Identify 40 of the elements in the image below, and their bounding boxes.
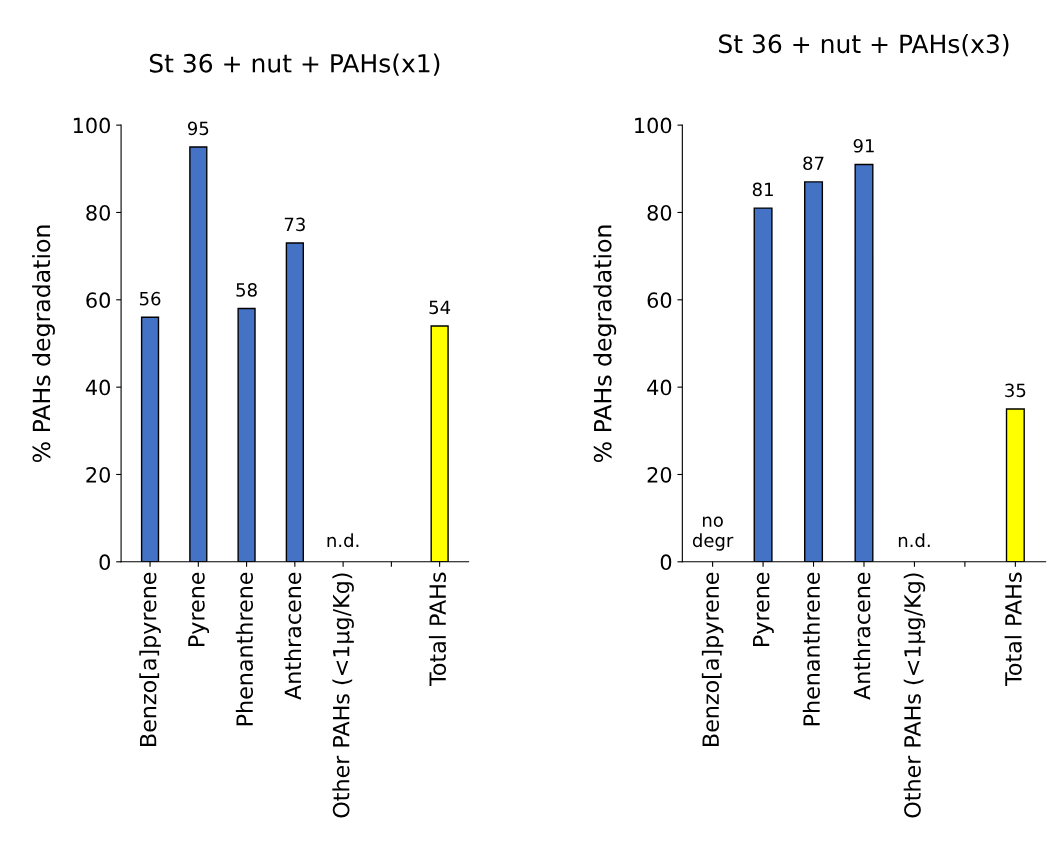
- x-tick-label: Anthracene: [853, 572, 871, 700]
- y-tick-label: 0: [99, 554, 110, 571]
- y-axis-title: % PAHs degradation: [32, 225, 55, 463]
- x-tick-label: Other PAHs (<1µg/Kg): [903, 573, 926, 818]
- y-tick-label: 80: [86, 204, 110, 221]
- y-tick-label: 100: [635, 117, 672, 134]
- y-tick-label: 60: [647, 292, 672, 309]
- x-tick-label: Benzo[a]pyrene: [701, 572, 724, 746]
- x-tick-label: Total PAHs: [1004, 572, 1022, 687]
- y-tick-label: 20: [647, 466, 672, 483]
- x-tick-label: Pyrene: [188, 572, 210, 646]
- x-tick-label: Phenanthrene: [235, 572, 254, 726]
- data-label: 58: [236, 283, 257, 297]
- data-label: 81: [752, 182, 773, 197]
- y-tick-label: 20: [86, 466, 110, 483]
- chart-title: St 36 + nut + PAHs(x3): [719, 33, 1009, 57]
- y-axis-title: % PAHs degradation: [593, 225, 617, 463]
- data-label: 56: [139, 291, 161, 306]
- y-tick-label: 100: [73, 117, 110, 134]
- x-tick-label: Total PAHs: [428, 572, 447, 687]
- data-label: 87: [803, 156, 824, 171]
- data-label: 95: [187, 121, 209, 136]
- x-tick-label: Other PAHs (<1µg/Kg): [332, 573, 354, 818]
- data-label: 73: [284, 217, 305, 232]
- y-tick-label: 40: [647, 379, 672, 396]
- annotation: n.d.: [327, 533, 359, 548]
- x-tick-label: Benzo[a]pyrene: [139, 572, 161, 746]
- y-tick-label: 60: [86, 292, 110, 309]
- x-tick-label: Pyrene: [753, 572, 774, 646]
- y-tick-label: 0: [660, 554, 672, 571]
- chart-title: St 36 + nut + PAHs(x1): [149, 53, 440, 76]
- data-label: 35: [1005, 383, 1026, 398]
- data-label: 54: [429, 300, 451, 315]
- y-tick-label: 80: [647, 204, 672, 221]
- x-tick-label: Phenanthrene: [802, 572, 820, 726]
- annotation: no degr: [692, 516, 734, 551]
- x-tick-label: Anthracene: [284, 572, 302, 700]
- data-label: 91: [853, 138, 874, 153]
- y-tick-label: 40: [85, 379, 110, 396]
- annotation: n.d.: [898, 533, 930, 548]
